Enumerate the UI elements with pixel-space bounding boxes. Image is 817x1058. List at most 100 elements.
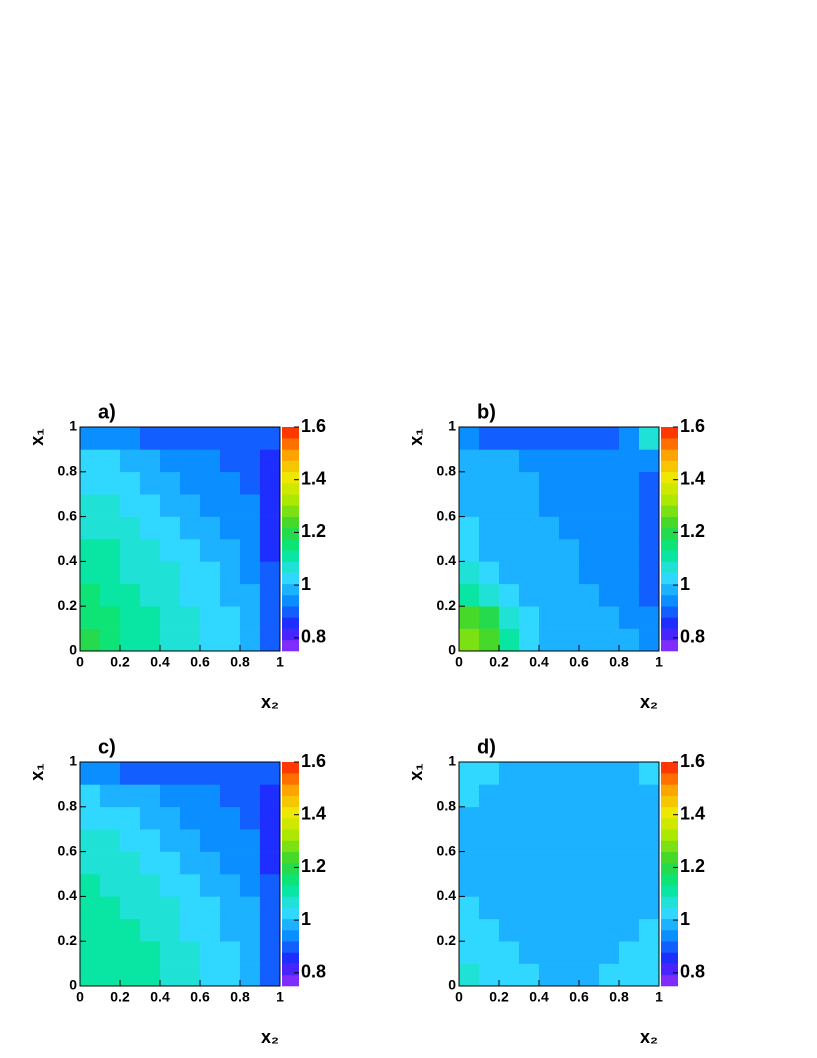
heatmap-cell — [260, 628, 281, 652]
heatmap-cell — [619, 606, 640, 629]
heatmap-cell — [160, 628, 181, 652]
x-tick-label: 0.6 — [569, 654, 589, 670]
colorbar-band — [282, 460, 299, 473]
heatmap-cell — [519, 918, 540, 942]
colorbar-band — [282, 773, 299, 785]
y-tick-label: 0.2 — [437, 597, 457, 613]
heatmap-cell — [80, 784, 101, 808]
heatmap-cell — [499, 941, 520, 964]
heatmap-cell — [180, 449, 201, 473]
y-axis-label: x₁ — [406, 428, 426, 445]
heatmap-cell — [240, 494, 261, 517]
heatmap-cell — [559, 896, 580, 920]
colorbar-band — [282, 918, 299, 931]
heatmap-cell — [200, 606, 221, 629]
heatmap-cell — [160, 561, 181, 585]
heatmap-cell — [459, 494, 480, 517]
heatmap-cell — [220, 628, 241, 652]
colorbar-band — [661, 606, 678, 618]
heatmap-cell — [240, 427, 261, 450]
heatmap-cell — [459, 561, 480, 585]
heatmap-cell — [160, 471, 181, 495]
heatmap-cell — [559, 762, 580, 785]
heatmap-cell — [539, 494, 560, 517]
heatmap-cell — [499, 494, 520, 517]
heatmap-cell — [100, 851, 121, 875]
heatmap-cell — [459, 583, 480, 607]
heatmap-cell — [559, 516, 580, 540]
heatmap-cell — [619, 516, 640, 540]
panel-title: b) — [477, 401, 496, 423]
colorbar-band — [282, 561, 299, 573]
colorbar-tick-label: 1 — [301, 909, 311, 929]
heatmap-cell — [639, 494, 660, 517]
heatmap-cell — [639, 851, 660, 875]
heatmap-cell — [539, 427, 560, 450]
panel-title: a) — [98, 401, 116, 423]
heatmap-cell — [519, 628, 540, 652]
colorbar-tick-label: 1.4 — [680, 803, 705, 823]
heatmap-cell — [619, 784, 640, 808]
heatmap-cell — [519, 471, 540, 495]
heatmap-cell — [639, 583, 660, 607]
heatmap-cell — [80, 628, 101, 652]
heatmap-cell — [539, 471, 560, 495]
heatmap-cell — [579, 829, 600, 852]
heatmap-cell — [80, 583, 101, 607]
colorbar-band — [282, 885, 299, 897]
heatmap-cell — [499, 606, 520, 629]
heatmap-cell — [619, 941, 640, 964]
x-tick-label: 0.4 — [150, 654, 170, 670]
heatmap-cell — [180, 784, 201, 808]
heatmap-cell — [579, 516, 600, 540]
colorbar-band — [661, 583, 678, 596]
colorbar-band — [282, 516, 299, 529]
heatmap-cell — [100, 806, 121, 830]
x-tick-label: 1 — [655, 989, 663, 1005]
heatmap-cell — [579, 941, 600, 964]
heatmap-cell — [200, 583, 221, 607]
heatmap-cell — [220, 516, 241, 540]
heatmap-cell — [220, 762, 241, 785]
heatmap-cell — [499, 628, 520, 652]
heatmap-cell — [80, 896, 101, 920]
heatmap-cell — [240, 449, 261, 473]
heatmap-cell — [559, 851, 580, 875]
heatmap-cell — [459, 963, 480, 987]
plot-frame — [458, 426, 660, 652]
heatmap-cell — [519, 806, 540, 830]
heatmap-cell — [240, 606, 261, 629]
heatmap-cell — [619, 918, 640, 942]
colorbar-band — [282, 941, 299, 953]
heatmap-cell — [220, 449, 241, 473]
heatmap-cell — [599, 606, 620, 629]
heatmap-cell — [499, 896, 520, 920]
heatmap-cell — [120, 851, 141, 875]
heatmap-cell — [459, 539, 480, 562]
heatmap-cell — [160, 941, 181, 964]
y-axis-label: x₁ — [406, 763, 426, 780]
heatmap-cell — [140, 874, 161, 897]
heatmap-cell — [599, 449, 620, 473]
panel-title: d) — [477, 736, 496, 758]
heatmap-cell — [599, 561, 620, 585]
x-tick-label: 0 — [455, 654, 463, 670]
heatmap-cell — [519, 606, 540, 629]
heatmap-cell — [180, 829, 201, 852]
heatmap-cell — [539, 606, 560, 629]
heatmap-cell — [80, 874, 101, 897]
heatmap-cell — [100, 628, 121, 652]
heatmap-cell — [459, 762, 480, 785]
heatmap-cell — [579, 851, 600, 875]
heatmap-cell — [180, 516, 201, 540]
heatmap-cell — [519, 516, 540, 540]
y-tick-label: 0.8 — [437, 798, 457, 814]
y-tick-label: 1 — [448, 418, 456, 434]
heatmap-cell — [260, 449, 281, 473]
heatmap-cell — [639, 806, 660, 830]
heatmap-cell — [100, 963, 121, 987]
heatmap-cell — [559, 918, 580, 942]
heatmap-cell — [619, 963, 640, 987]
heatmap-cell — [220, 963, 241, 987]
